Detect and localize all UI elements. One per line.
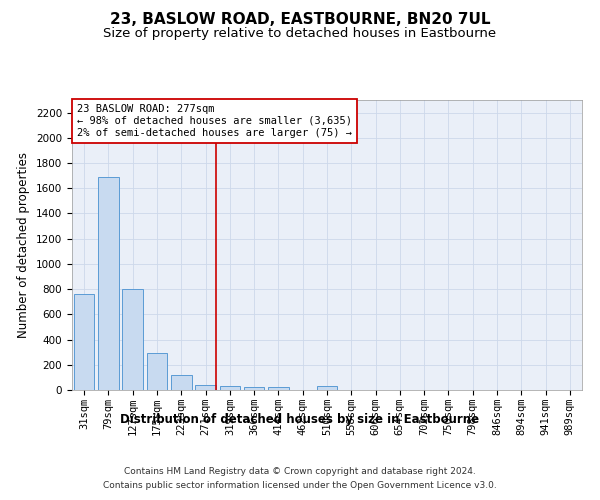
Bar xyxy=(195,385,216,390)
Bar xyxy=(171,375,191,390)
Bar xyxy=(122,289,143,390)
Bar xyxy=(244,387,265,390)
Bar xyxy=(74,294,94,390)
Bar xyxy=(317,386,337,390)
Text: Contains public sector information licensed under the Open Government Licence v3: Contains public sector information licen… xyxy=(103,481,497,490)
Text: Distribution of detached houses by size in Eastbourne: Distribution of detached houses by size … xyxy=(121,412,479,426)
Text: 23 BASLOW ROAD: 277sqm
← 98% of detached houses are smaller (3,635)
2% of semi-d: 23 BASLOW ROAD: 277sqm ← 98% of detached… xyxy=(77,104,352,138)
Text: Size of property relative to detached houses in Eastbourne: Size of property relative to detached ho… xyxy=(103,28,497,40)
Bar xyxy=(98,177,119,390)
Bar xyxy=(268,388,289,390)
Y-axis label: Number of detached properties: Number of detached properties xyxy=(17,152,31,338)
Bar xyxy=(146,353,167,390)
Bar xyxy=(220,386,240,390)
Text: Contains HM Land Registry data © Crown copyright and database right 2024.: Contains HM Land Registry data © Crown c… xyxy=(124,468,476,476)
Text: 23, BASLOW ROAD, EASTBOURNE, BN20 7UL: 23, BASLOW ROAD, EASTBOURNE, BN20 7UL xyxy=(110,12,490,28)
